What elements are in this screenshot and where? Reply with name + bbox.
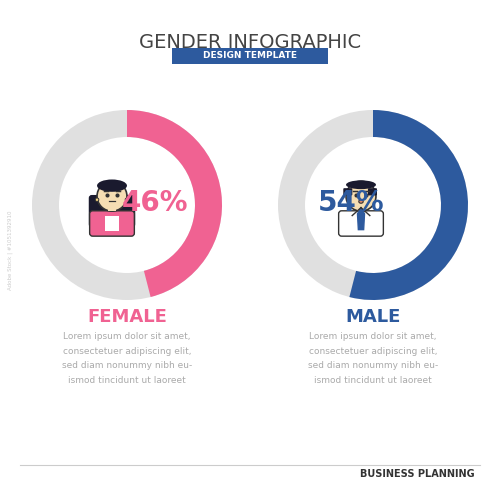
Wedge shape xyxy=(350,110,468,300)
Ellipse shape xyxy=(97,180,127,192)
Text: DESIGN TEMPLATE: DESIGN TEMPLATE xyxy=(203,52,297,60)
FancyBboxPatch shape xyxy=(368,188,377,196)
Circle shape xyxy=(60,138,194,272)
Wedge shape xyxy=(278,110,468,300)
Text: Adobe Stock | #1051392910: Adobe Stock | #1051392910 xyxy=(7,210,13,290)
Text: BUSINESS PLANNING: BUSINESS PLANNING xyxy=(360,469,475,479)
Circle shape xyxy=(306,138,440,272)
Text: 54%: 54% xyxy=(318,189,384,217)
FancyBboxPatch shape xyxy=(108,202,116,211)
Wedge shape xyxy=(32,110,222,300)
FancyBboxPatch shape xyxy=(90,211,134,236)
FancyBboxPatch shape xyxy=(356,202,366,211)
Polygon shape xyxy=(358,208,364,230)
Text: Lorem ipsum dolor sit amet,
consectetuer adipiscing elit,
sed diam nonummy nibh : Lorem ipsum dolor sit amet, consectetuer… xyxy=(62,332,192,385)
FancyBboxPatch shape xyxy=(105,216,119,232)
Circle shape xyxy=(97,181,127,211)
Circle shape xyxy=(125,198,128,202)
Ellipse shape xyxy=(346,180,376,189)
FancyBboxPatch shape xyxy=(89,195,107,228)
Text: GENDER INFOGRAPHIC: GENDER INFOGRAPHIC xyxy=(139,32,361,52)
FancyBboxPatch shape xyxy=(338,211,384,236)
FancyBboxPatch shape xyxy=(117,195,135,228)
Text: 46%: 46% xyxy=(122,189,188,217)
Circle shape xyxy=(96,198,99,202)
Circle shape xyxy=(346,181,376,211)
Wedge shape xyxy=(127,110,222,297)
FancyBboxPatch shape xyxy=(172,48,328,64)
Text: FEMALE: FEMALE xyxy=(87,308,167,326)
FancyBboxPatch shape xyxy=(344,188,352,196)
Text: Lorem ipsum dolor sit amet,
consectetuer adipiscing elit,
sed diam nonummy nibh : Lorem ipsum dolor sit amet, consectetuer… xyxy=(308,332,438,385)
Ellipse shape xyxy=(359,200,363,203)
Text: MALE: MALE xyxy=(346,308,401,326)
